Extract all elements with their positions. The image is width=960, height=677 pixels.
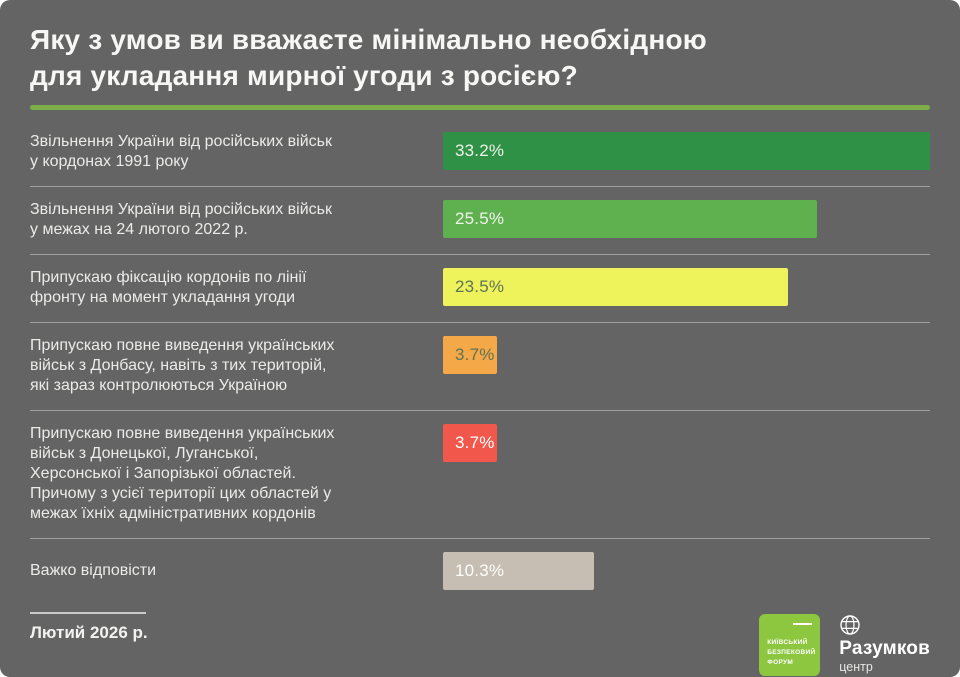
razumkov-subtitle: центр — [839, 660, 873, 674]
value-label: 3.7% — [455, 345, 495, 364]
value-bar: 3.7% — [443, 336, 498, 374]
chart-row: Важко відповісти 10.3% — [30, 539, 930, 604]
chart-title: Яку з умов ви вважаєте мінімально необхі… — [30, 24, 707, 91]
bar-cell: 25.5% — [443, 200, 930, 238]
value-bar: 25.5% — [443, 200, 818, 238]
chart-row: Звільнення України від російських військ… — [30, 119, 930, 187]
bar-cell: 10.3% — [443, 552, 930, 590]
chart-row: Припускаю фіксацію кордонів по лінії фро… — [30, 255, 930, 323]
value-bar: 3.7% — [443, 424, 498, 462]
globe-icon — [840, 615, 860, 635]
answer-label: Припускаю повне виведення українських ві… — [30, 337, 335, 394]
bar-rows: Звільнення України від російських військ… — [30, 119, 930, 604]
logos: КИЇВСЬКИЙ БЕЗПЕКОВИЙ ФОРУМ Разумков цент… — [759, 614, 930, 676]
bar-cell: 3.7% — [443, 424, 930, 462]
value-label: 23.5% — [455, 277, 505, 296]
survey-date: Лютий 2026 р. — [30, 623, 148, 642]
value-label: 3.7% — [455, 433, 495, 452]
answer-label: Припускаю фіксацію кордонів по лінії фро… — [30, 269, 307, 306]
answer-label: Припускаю повне виведення українських ві… — [30, 425, 335, 522]
bar-cell: 23.5% — [443, 268, 930, 306]
title-underline-rule — [30, 105, 930, 110]
chart-row: Звільнення України від російських військ… — [30, 187, 930, 255]
answer-label: Звільнення України від російських військ… — [30, 133, 332, 170]
value-bar: 33.2% — [443, 132, 930, 170]
kyiv-security-forum-logo: КИЇВСЬКИЙ БЕЗПЕКОВИЙ ФОРУМ — [759, 614, 821, 676]
footer-rule — [30, 612, 146, 614]
value-bar: 23.5% — [443, 268, 788, 306]
bar-cell: 3.7% — [443, 336, 930, 374]
chart-row: Припускаю повне виведення українських ві… — [30, 411, 930, 539]
answer-label: Важко відповісти — [30, 562, 157, 579]
chart-row: Припускаю повне виведення українських ві… — [30, 323, 930, 411]
value-label: 25.5% — [455, 209, 505, 228]
value-bar: 10.3% — [443, 552, 595, 590]
ksf-logo-line — [793, 623, 813, 625]
value-label: 10.3% — [455, 561, 505, 580]
bar-cell: 33.2% — [443, 132, 930, 170]
answer-label: Звільнення України від російських військ… — [30, 201, 332, 238]
footer: Лютий 2026 р. КИЇВСЬКИЙ БЕЗПЕКОВИЙ ФОРУМ… — [30, 612, 930, 677]
razumkov-name: Разумков — [839, 638, 930, 659]
razumkov-centre-logo: Разумков центр — [839, 614, 930, 674]
value-label: 33.2% — [455, 141, 505, 160]
ksf-logo-text: КИЇВСЬКИЙ БЕЗПЕКОВИЙ ФОРУМ — [767, 638, 816, 666]
